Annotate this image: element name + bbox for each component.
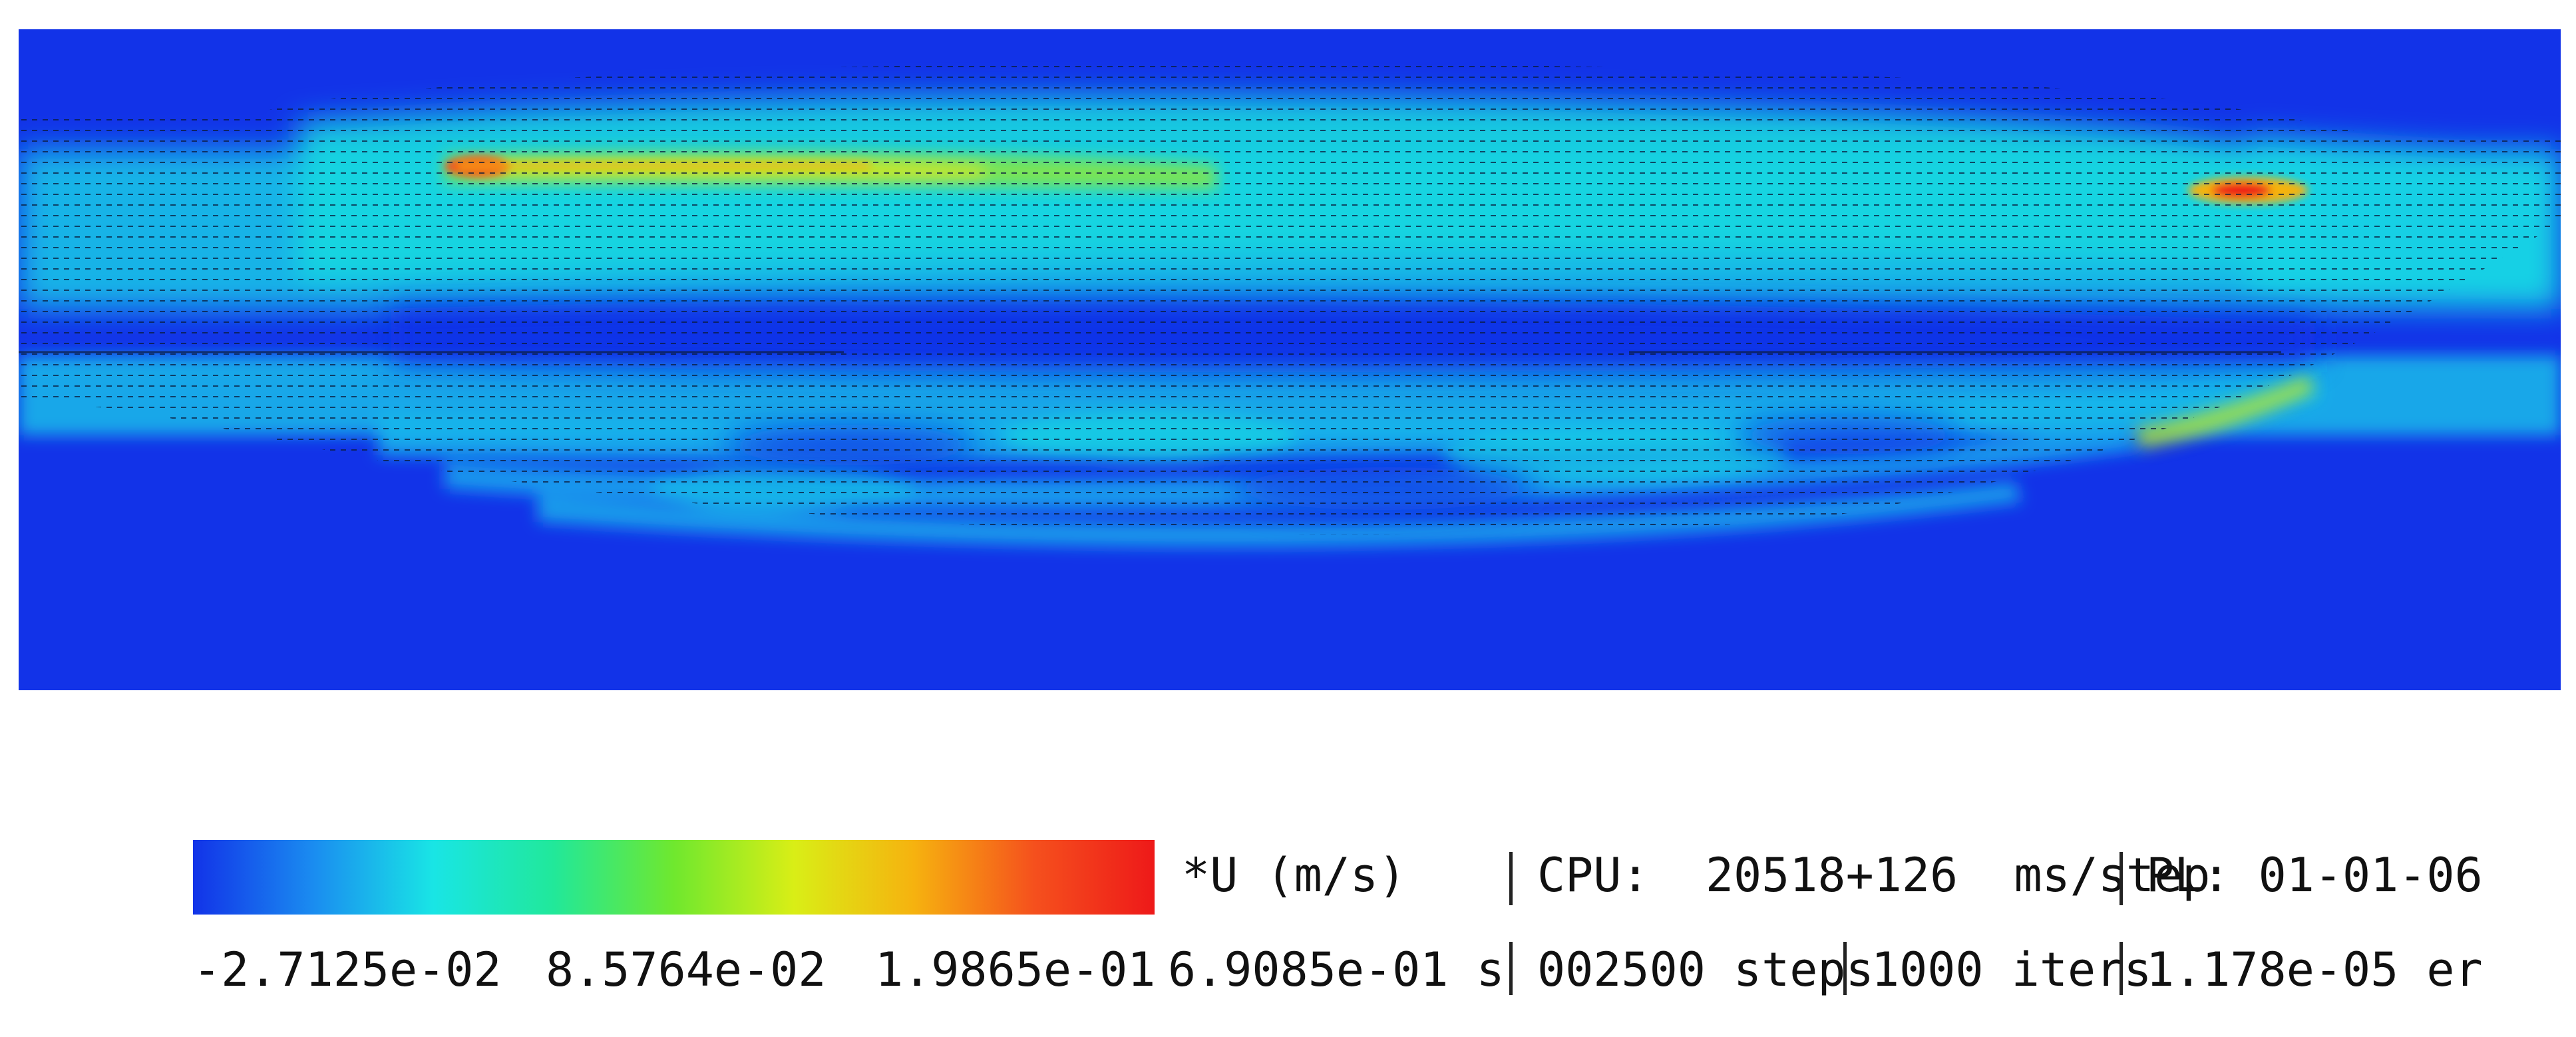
colorbar-tick-min: -2.7125e-02 bbox=[193, 942, 502, 997]
steps-readout: 002500 steps bbox=[1537, 942, 1874, 997]
colorbar-tick-mid: 8.5764e-02 bbox=[546, 942, 827, 997]
separator bbox=[2119, 852, 2123, 905]
cpu-readout: CPU: 20518+126 ms/step bbox=[1537, 848, 2211, 903]
separator bbox=[1509, 942, 1513, 995]
iters-readout: 1000 iters bbox=[1871, 942, 2152, 997]
separator bbox=[2119, 942, 2123, 995]
simulation-time: 6.9085e-01 s bbox=[1168, 942, 1505, 997]
variable-label: *U (m/s) bbox=[1182, 848, 1407, 903]
pl-readout: PL: 01-01-06 bbox=[2146, 848, 2483, 903]
error-readout: 1.178e-05 er bbox=[2146, 942, 2483, 997]
colorbar bbox=[193, 840, 1155, 915]
velocity-field-plot bbox=[19, 29, 2561, 690]
colorbar-tick-max: 1.9865e-01 bbox=[875, 942, 1156, 997]
separator bbox=[1509, 852, 1513, 905]
colorbar-gradient bbox=[193, 840, 1155, 915]
separator bbox=[1843, 942, 1847, 995]
